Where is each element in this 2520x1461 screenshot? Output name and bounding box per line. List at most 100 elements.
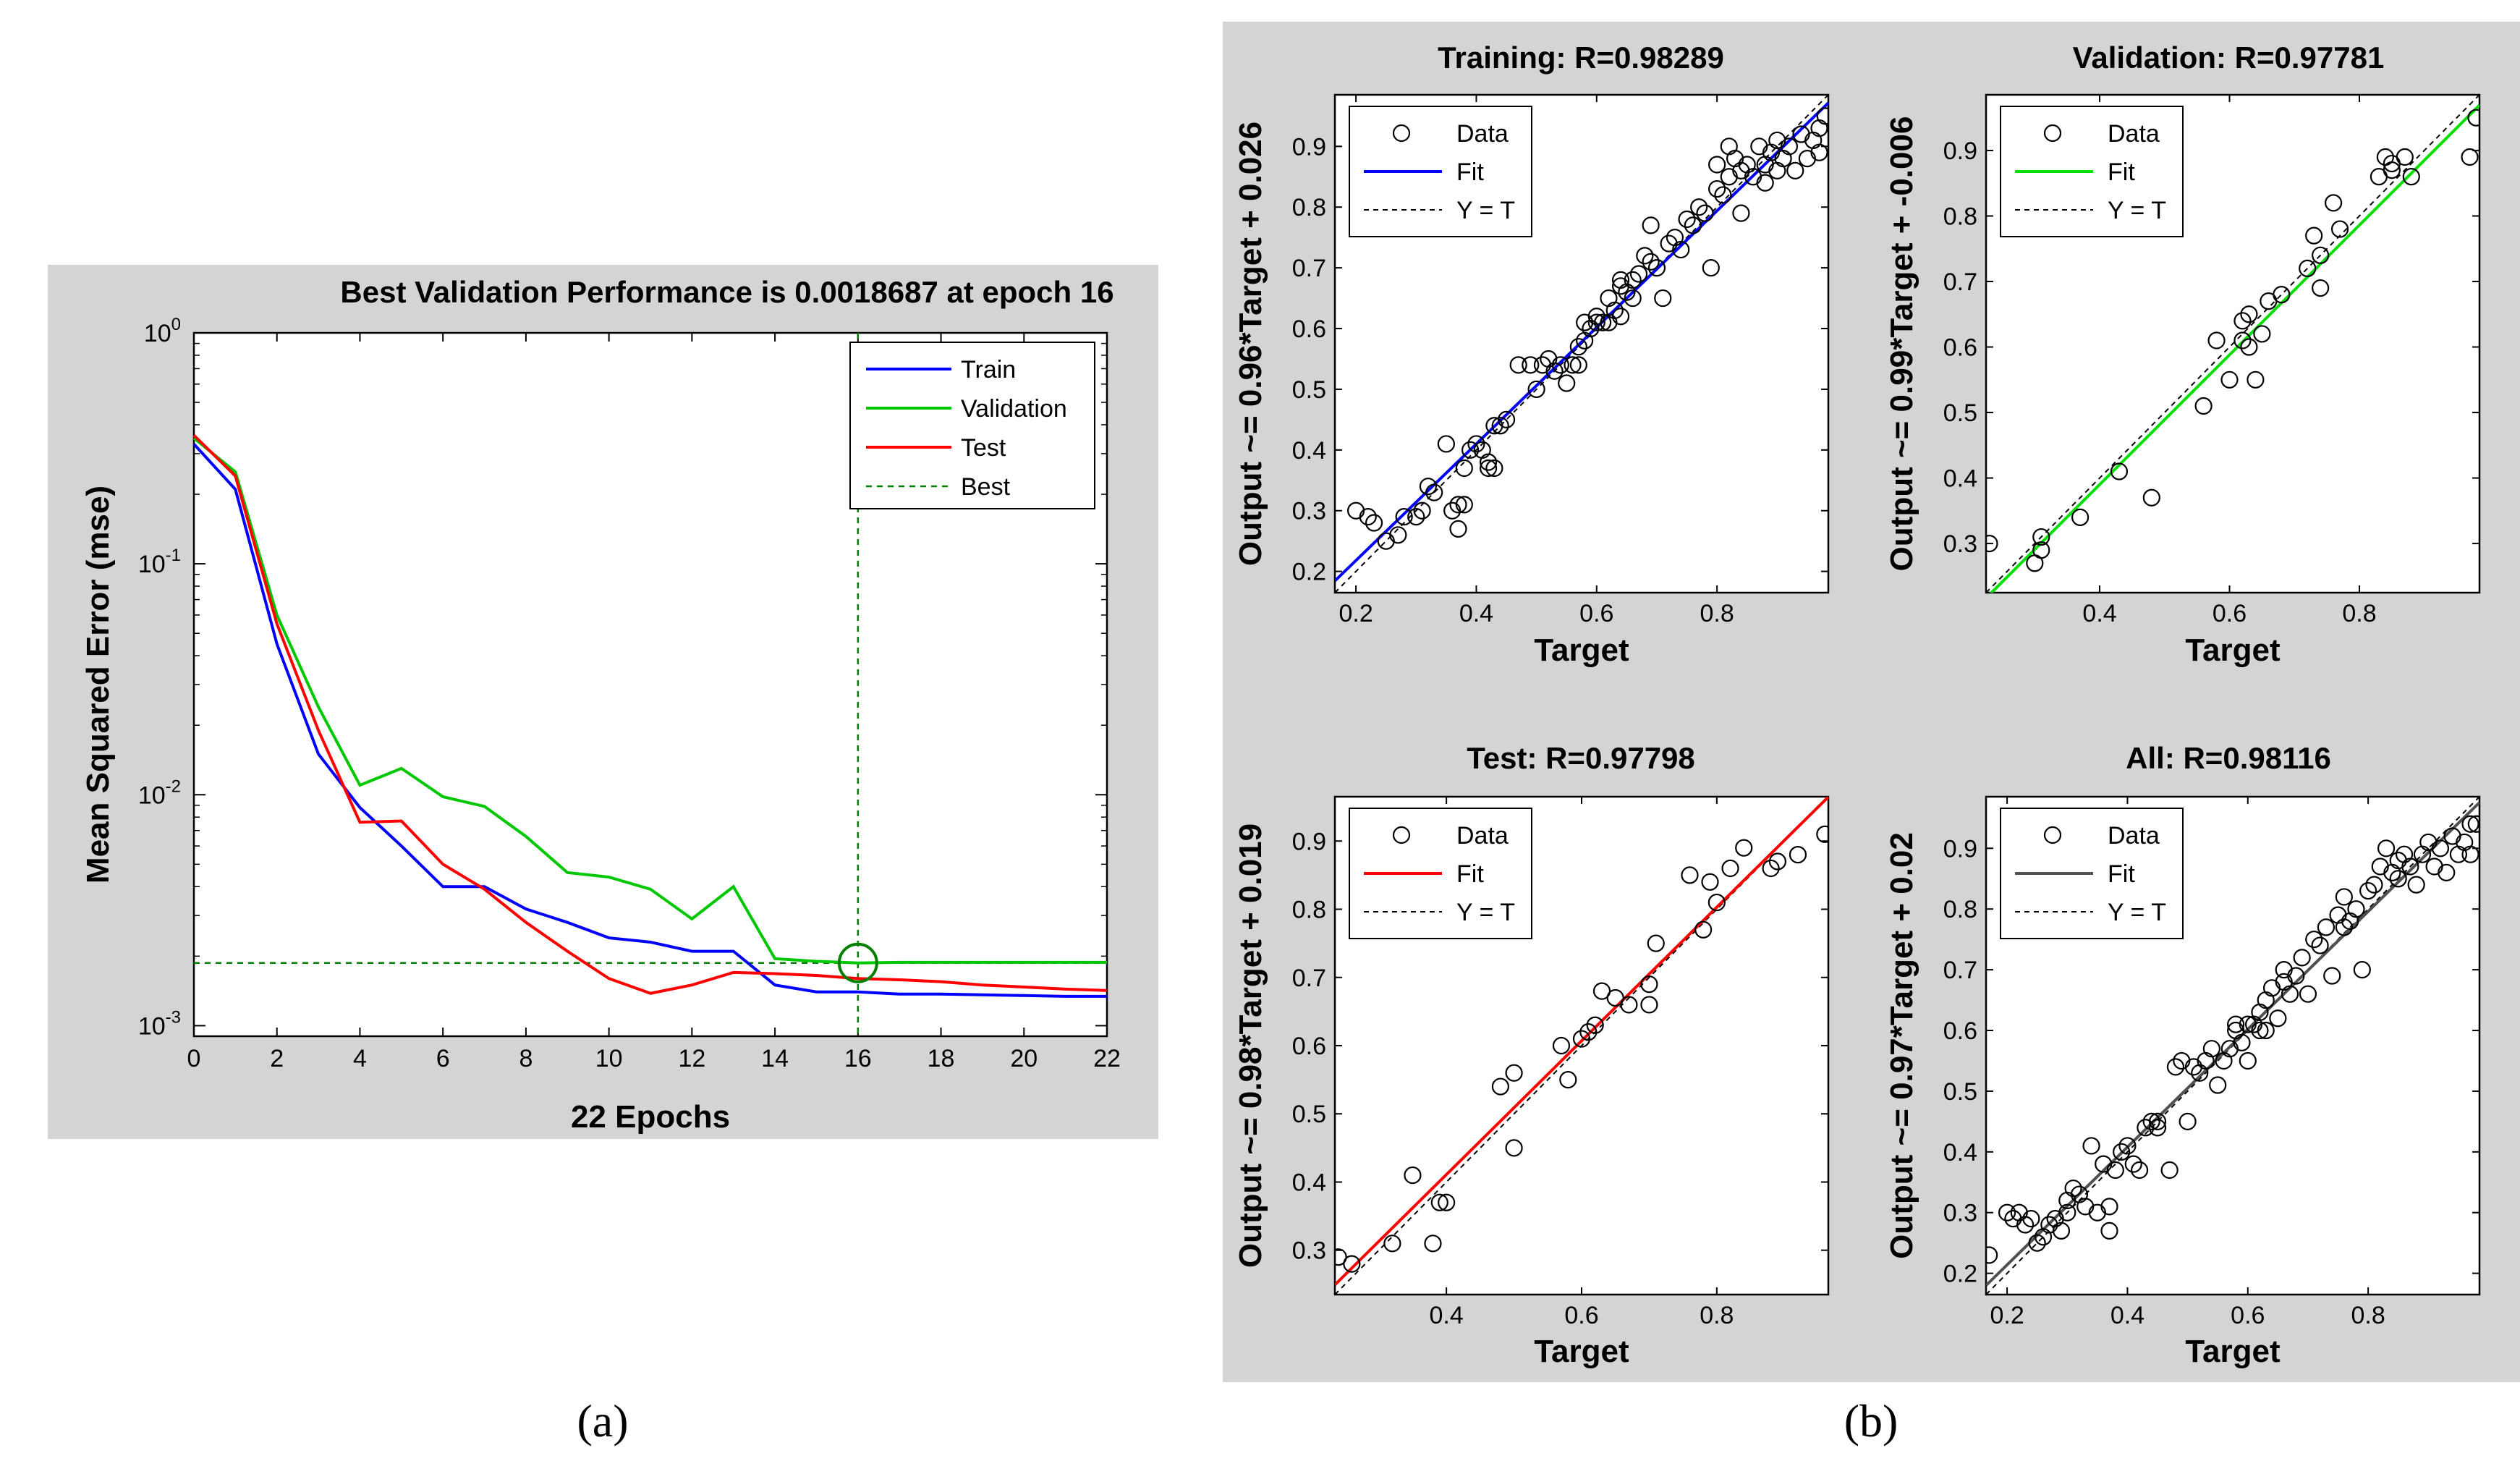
chart-b2: Validation: R=0.97781 0.4 0.6 0.8 0.3 0.4 0.5… — [1884, 41, 2481, 668]
data-point — [1479, 453, 1498, 471]
y-tick-label: 0.7 — [1292, 965, 1326, 992]
data-point — [1425, 483, 1443, 501]
data-point — [1404, 1166, 1422, 1185]
data-point — [1642, 216, 1660, 234]
y-tick-label: 0.2 — [1292, 559, 1326, 586]
data-point — [1359, 508, 1377, 526]
data-point — [2124, 1155, 2142, 1173]
data-point — [1678, 210, 1696, 229]
data-point — [1816, 825, 1828, 843]
data-point — [2299, 985, 2317, 1003]
x-tick-label: 0 — [187, 1045, 201, 1072]
data-point — [1335, 1248, 1347, 1266]
data-point — [2365, 876, 2383, 894]
data-point — [1438, 1193, 1456, 1211]
data-point — [2058, 1191, 2076, 1210]
y-tick-label: 0.3 — [1943, 1200, 1977, 1227]
y-tick-label: 10-1 — [138, 546, 181, 578]
data-point — [2273, 286, 2291, 304]
data-point — [2402, 168, 2420, 186]
x-tick-label: 0.8 — [1700, 600, 1734, 627]
data-point — [1701, 873, 1719, 891]
x-tick-label: 0.6 — [1579, 600, 1613, 627]
data-point — [1545, 362, 1564, 380]
x-tick-label: 0.4 — [2082, 600, 2116, 627]
data-point — [2353, 961, 2371, 979]
legend-label: Fit — [2108, 158, 2135, 186]
x-tick-label: 0.2 — [1990, 1302, 2024, 1329]
data-point — [2347, 900, 2365, 918]
data-point — [1527, 380, 1545, 399]
data-point — [1437, 435, 1455, 453]
data-point — [2032, 528, 2050, 546]
data-point — [1714, 186, 1732, 204]
y-tick-exponent: -2 — [166, 776, 181, 796]
data-point — [1467, 435, 1485, 453]
x-tick-label: 0.8 — [2342, 600, 2376, 627]
data-point — [1642, 253, 1660, 271]
legend-label: Y = T — [2108, 197, 2166, 224]
data-point — [1762, 859, 1780, 878]
data-point — [2461, 815, 2479, 833]
x-tick-label: 22 — [1093, 1045, 1121, 1072]
data-point — [1497, 410, 1516, 428]
data-point — [1461, 441, 1480, 459]
y-tick-label: 0.7 — [1943, 268, 1977, 296]
data-point — [1708, 179, 1726, 198]
data-point — [2311, 936, 2329, 954]
chart-b1-ylabel: Output ~= 0.96*Target + 0.026 — [1233, 122, 1268, 566]
data-point — [1572, 1030, 1591, 1048]
data-point — [2148, 1112, 2167, 1130]
chart-b4: All: R=0.98116 0.2 0.4 0.6 0.80.20.30.40.50… — [1884, 741, 2481, 1369]
data-point — [2016, 1216, 2035, 1234]
data-point — [1552, 1036, 1571, 1055]
x-tick-label: 0.6 — [2213, 600, 2247, 627]
data-point — [2305, 226, 2323, 245]
data-point — [2233, 331, 2252, 350]
data-point — [1768, 852, 1787, 871]
data-point — [2269, 1009, 2287, 1028]
data-point — [2100, 1198, 2118, 1216]
chart-a-ylabel: Mean Squared Error (mse) — [80, 486, 116, 884]
legend-label: Data — [1456, 120, 1509, 148]
data-point — [2359, 881, 2377, 900]
data-point — [2293, 949, 2311, 967]
chart-b3: Test: R=0.97798 0.4 0.6 0.8 0.3 0.4 0.5 0.6 0.7… — [1233, 741, 1830, 1369]
legend-label: Fit — [1456, 860, 1484, 888]
x-tick-label: 0.6 — [1564, 1302, 1598, 1329]
y-tick-label: 10-3 — [138, 1007, 181, 1040]
x-tick-label: 4 — [353, 1045, 367, 1072]
data-point — [2194, 397, 2213, 415]
legend-label: Y = T — [2108, 899, 2166, 926]
data-point — [1636, 247, 1654, 265]
x-tick-label: 0.4 — [1459, 600, 1493, 627]
y-tick-label: 0.8 — [1292, 897, 1326, 924]
data-point — [1707, 893, 1726, 912]
y-tick-label: 0.7 — [1292, 255, 1326, 282]
data-point — [2299, 259, 2317, 277]
legend-label-validation: Validation — [961, 395, 1067, 423]
chart-b4-xlabel: Target — [2185, 1334, 2281, 1369]
data-point — [1455, 459, 1473, 478]
data-point — [1592, 982, 1611, 1000]
y-tick-base: 10 — [138, 782, 166, 809]
data-point — [1569, 356, 1587, 374]
data-point — [2335, 888, 2353, 906]
data-point — [1505, 1064, 1523, 1082]
y-tick-label: 0.3 — [1943, 530, 1977, 558]
x-tick-label: 20 — [1010, 1045, 1038, 1072]
data-point — [1389, 526, 1407, 544]
legend-label: Y = T — [1456, 899, 1515, 926]
data-point — [1491, 1077, 1509, 1096]
data-point — [2071, 508, 2090, 526]
data-point — [1756, 174, 1774, 192]
data-point — [1647, 259, 1666, 277]
data-point — [2407, 876, 2425, 894]
data-point — [2142, 1112, 2160, 1130]
data-point — [1605, 301, 1624, 319]
caption-a: (a) — [577, 1395, 628, 1447]
data-point — [1407, 508, 1425, 526]
y-tick-base: 10 — [138, 551, 166, 578]
x-tick-label: 0.4 — [1430, 1302, 1464, 1329]
y-tick-exponent: 0 — [171, 315, 181, 334]
